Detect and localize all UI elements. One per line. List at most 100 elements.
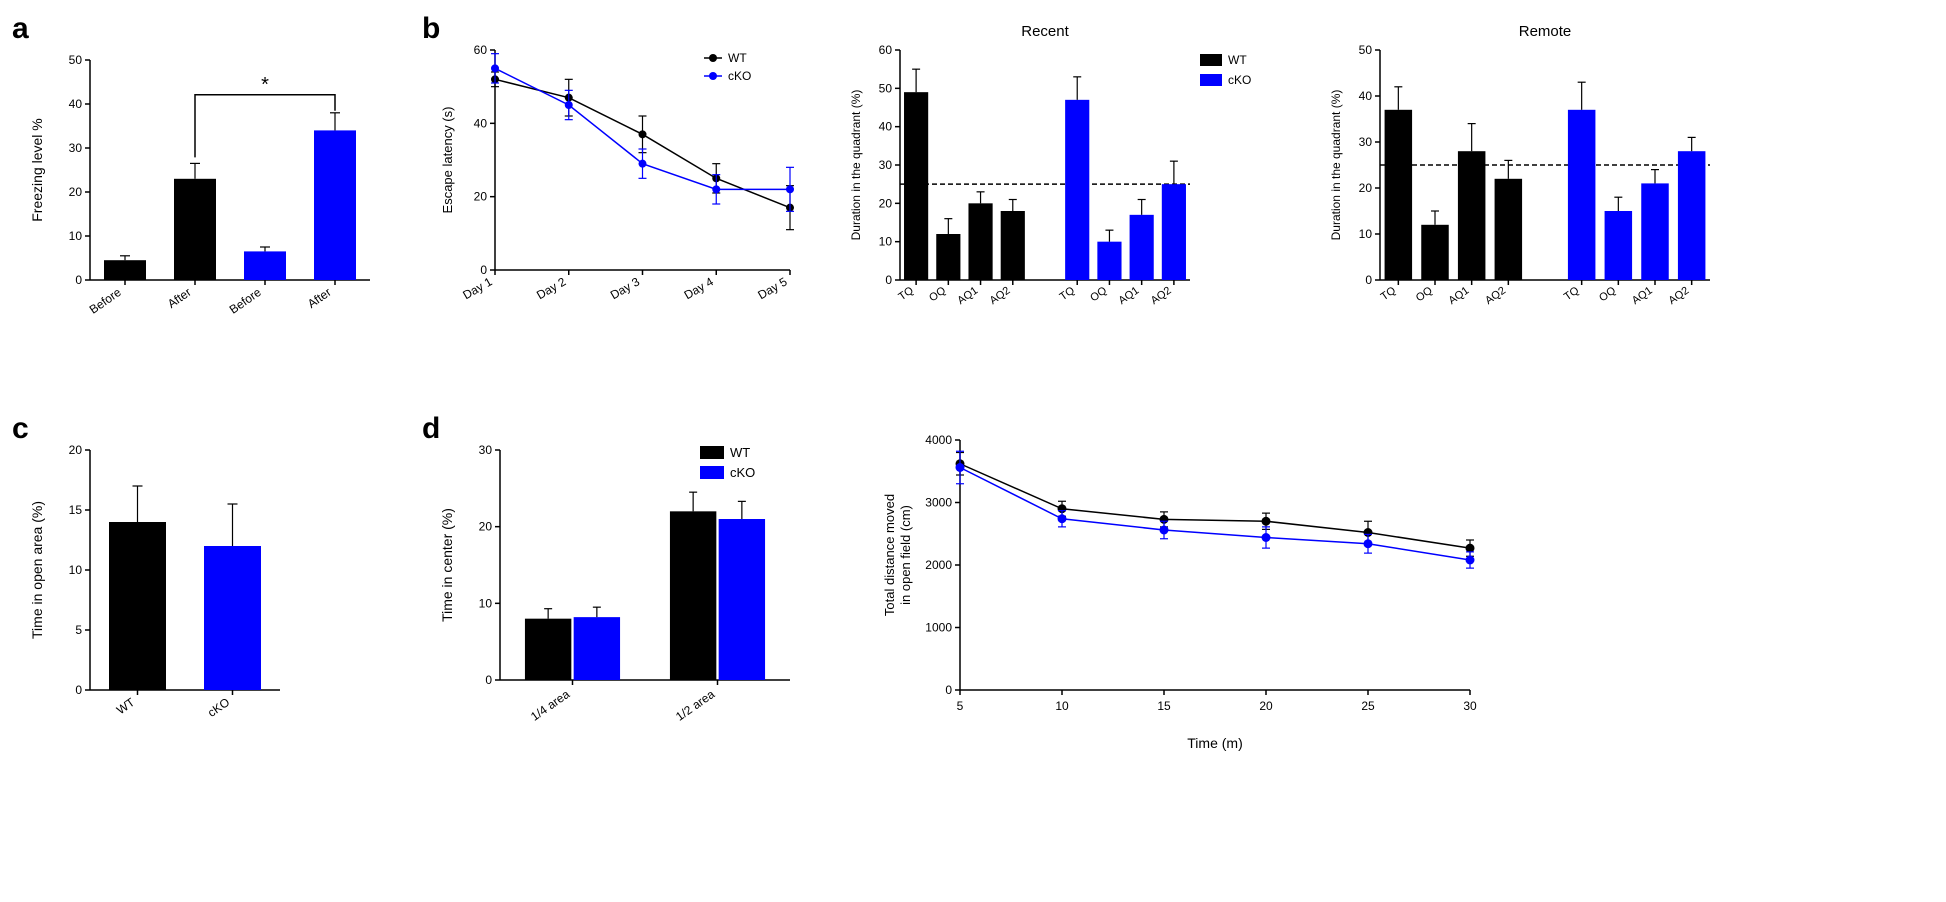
chart-d-time-center: 0 10 20 30 Time in center (%) 1/4 area 1/2 are… — [430, 420, 810, 760]
svg-text:25: 25 — [1361, 699, 1375, 713]
svg-text:Time (m): Time (m) — [1187, 735, 1242, 751]
svg-text:1000: 1000 — [925, 621, 952, 635]
svg-text:0: 0 — [485, 673, 492, 687]
panel-label-a: a — [12, 12, 29, 46]
svg-text:Remote: Remote — [1519, 23, 1572, 40]
svg-text:60: 60 — [474, 43, 488, 57]
svg-text:10: 10 — [69, 563, 83, 577]
chart-b-escape-latency: 0204060Escape latency (s)Day 1Day 2Day 3… — [430, 20, 810, 340]
svg-text:Duration in the quadrant (%): Duration in the quadrant (%) — [1329, 90, 1343, 241]
svg-text:Day 4: Day 4 — [682, 274, 716, 302]
svg-text:2000: 2000 — [925, 558, 952, 572]
svg-text:OQ: OQ — [927, 284, 948, 304]
svg-text:30: 30 — [69, 141, 83, 155]
chart-a: 0 10 20 30 40 50 Freezing level % Before After Be… — [20, 20, 380, 360]
svg-text:10: 10 — [479, 596, 493, 610]
svg-text:0: 0 — [885, 273, 892, 287]
svg-text:AQ1: AQ1 — [955, 285, 980, 307]
svg-text:0: 0 — [1365, 273, 1372, 287]
svg-text:*: * — [261, 74, 269, 96]
panel-b: b 0204060Escape latency (s)Day 1Day 2Day… — [430, 20, 1926, 360]
svg-text:Time in open area (%): Time in open area (%) — [29, 501, 45, 639]
svg-text:TQ: TQ — [896, 284, 916, 303]
svg-text:Day 5: Day 5 — [755, 274, 789, 302]
svg-text:20: 20 — [1359, 181, 1373, 195]
svg-text:WT: WT — [730, 445, 750, 460]
panel-c: c 05101520Time in open area (%)WTcKO — [20, 420, 370, 760]
chart-b-recent: 0 10 20 30 40 50 60 Duration in the quadrant (%… — [840, 20, 1290, 340]
svg-text:30: 30 — [479, 443, 493, 457]
svg-text:20: 20 — [1259, 699, 1273, 713]
chart-d-distance: 0 1000 2000 3000 4000 5 10 15 20 25 30 Time (m) Tota… — [870, 420, 1490, 760]
svg-text:OQ: OQ — [1414, 284, 1435, 304]
svg-text:cKO: cKO — [728, 69, 751, 83]
svg-text:AQ1: AQ1 — [1630, 285, 1655, 307]
svg-text:cKO: cKO — [205, 695, 232, 720]
svg-text:40: 40 — [879, 120, 893, 134]
svg-text:0: 0 — [75, 683, 82, 697]
svg-text:Duration in the quadrant (%): Duration in the quadrant (%) — [849, 90, 863, 241]
svg-text:20: 20 — [474, 190, 488, 204]
svg-text:30: 30 — [879, 158, 893, 172]
svg-text:Total distance moved: Total distance moved — [882, 494, 897, 616]
svg-text:AQ1: AQ1 — [1446, 285, 1471, 307]
svg-text:20: 20 — [479, 520, 493, 534]
svg-text:TQ: TQ — [1058, 284, 1078, 303]
svg-text:5: 5 — [957, 699, 964, 713]
svg-text:3000: 3000 — [925, 496, 952, 510]
svg-text:TQ: TQ — [1379, 284, 1399, 303]
panel-label-c: c — [12, 412, 29, 446]
svg-text:50: 50 — [1359, 43, 1373, 57]
svg-text:1/4 area: 1/4 area — [528, 687, 572, 724]
panel-label-b: b — [422, 12, 440, 46]
svg-text:OQ: OQ — [1088, 284, 1109, 304]
svg-text:40: 40 — [1359, 89, 1373, 103]
svg-text:0: 0 — [75, 273, 82, 287]
svg-text:Freezing level %: Freezing level % — [29, 118, 45, 222]
svg-text:AQ2: AQ2 — [1483, 285, 1508, 307]
svg-text:1/2 area: 1/2 area — [673, 687, 717, 724]
svg-text:After: After — [305, 285, 334, 311]
svg-text:30: 30 — [1359, 135, 1373, 149]
svg-text:TQ: TQ — [1562, 284, 1582, 303]
svg-text:WT: WT — [114, 695, 138, 718]
svg-text:Day 3: Day 3 — [608, 274, 642, 302]
svg-text:cKO: cKO — [1228, 73, 1251, 87]
svg-text:Time in center (%): Time in center (%) — [439, 508, 455, 622]
svg-text:WT: WT — [1228, 53, 1247, 67]
svg-text:AQ1: AQ1 — [1116, 285, 1141, 307]
panel-label-d: d — [422, 412, 440, 446]
panel-a: a 01020304050Freezing level %BeforeAfter… — [20, 20, 370, 360]
svg-text:20: 20 — [69, 185, 83, 199]
svg-text:50: 50 — [69, 53, 83, 67]
svg-text:20: 20 — [879, 196, 893, 210]
svg-text:10: 10 — [1055, 699, 1069, 713]
svg-text:50: 50 — [879, 81, 893, 95]
panel-d: d 0102030Time in center (%)1/4 area1/2 a… — [430, 420, 1926, 760]
svg-text:WT: WT — [728, 51, 747, 65]
svg-text:30: 30 — [1463, 699, 1477, 713]
chart-c: 05101520Time in open area (%)WTcKO — [20, 420, 300, 760]
svg-text:15: 15 — [1157, 699, 1171, 713]
svg-text:OQ: OQ — [1597, 284, 1618, 304]
svg-text:4000: 4000 — [925, 433, 952, 447]
svg-text:in open field (cm): in open field (cm) — [898, 505, 913, 605]
svg-text:Before: Before — [87, 285, 124, 317]
svg-text:20: 20 — [69, 443, 83, 457]
svg-text:After: After — [165, 285, 194, 311]
svg-text:Recent: Recent — [1021, 23, 1069, 40]
svg-text:cKO: cKO — [730, 465, 755, 480]
svg-text:10: 10 — [69, 229, 83, 243]
svg-text:40: 40 — [474, 116, 488, 130]
svg-text:AQ2: AQ2 — [1149, 285, 1174, 307]
svg-text:Day 2: Day 2 — [534, 274, 568, 302]
svg-text:15: 15 — [69, 503, 83, 517]
svg-text:Escape latency (s): Escape latency (s) — [440, 107, 455, 214]
svg-text:AQ2: AQ2 — [988, 285, 1013, 307]
svg-text:10: 10 — [1359, 227, 1373, 241]
svg-text:40: 40 — [69, 97, 83, 111]
svg-text:10: 10 — [879, 235, 893, 249]
svg-text:0: 0 — [945, 683, 952, 697]
svg-text:Before: Before — [227, 285, 264, 317]
svg-text:60: 60 — [879, 43, 893, 57]
